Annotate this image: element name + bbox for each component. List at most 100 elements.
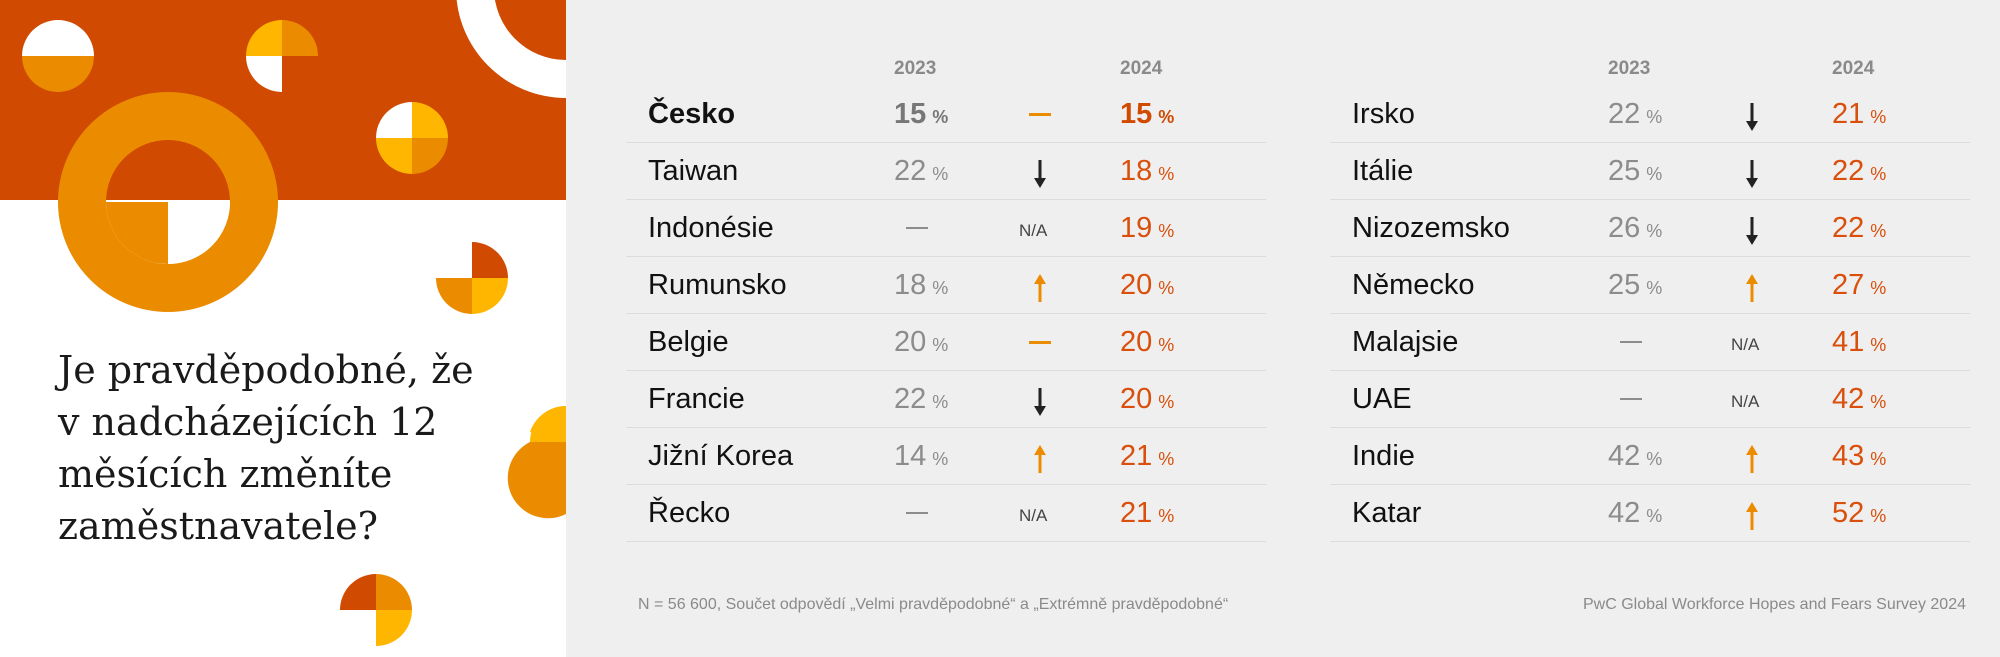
na-label: N/A (1019, 221, 1048, 240)
percent-unit: % (1870, 449, 1887, 469)
arrow-up-icon (1746, 274, 1758, 302)
country-name: Malajsie (1352, 326, 1459, 358)
row-divider (1330, 370, 1970, 371)
value-number: 20 (1120, 269, 1153, 301)
arrow-down-icon (1034, 160, 1046, 188)
percent-unit: % (1870, 335, 1887, 355)
value-2023: 22% (1608, 98, 1662, 131)
value-2023: 22% (894, 383, 948, 416)
edge-quarter-top (530, 406, 566, 442)
value-2024: 20% (1120, 269, 1174, 302)
value-number: 42 (1832, 383, 1865, 415)
percent-unit: % (1870, 164, 1887, 184)
row-divider (626, 484, 1266, 485)
value-2024: 21% (1832, 98, 1886, 131)
percent-unit: % (1870, 506, 1887, 526)
arrow-down-icon (1034, 388, 1046, 416)
percent-unit: % (932, 449, 949, 469)
value-2024: 15% (1120, 98, 1174, 131)
value-number: 27 (1832, 269, 1865, 301)
quarter-circle-1 (22, 20, 94, 92)
value-2024: 19% (1120, 212, 1174, 245)
arrow-up-icon (1034, 445, 1046, 473)
no-data-dash-2023 (1620, 341, 1642, 343)
percent-unit: % (1646, 107, 1663, 127)
value-number: 22 (1832, 212, 1865, 244)
value-2024: 43% (1832, 440, 1886, 473)
value-2023: 42% (1608, 440, 1662, 473)
row-divider (1330, 427, 1970, 428)
value-2023: 20% (894, 326, 948, 359)
table-row: UAE N/A 42% (1330, 371, 1970, 428)
value-number: 42 (1608, 440, 1641, 472)
row-divider (1330, 541, 1970, 542)
table-row: Indonésie N/A 19% (626, 200, 1266, 257)
percent-unit: % (1158, 221, 1175, 241)
percent-unit: % (932, 392, 949, 412)
value-number: 22 (1608, 98, 1641, 130)
value-2024: 22% (1832, 155, 1886, 188)
percent-unit: % (1646, 506, 1663, 526)
column-header-2024: 2024 (1120, 58, 1163, 79)
country-name: Česko (648, 98, 736, 130)
country-name: Jižní Korea (648, 440, 794, 472)
country-name: Irsko (1352, 98, 1415, 130)
column-header-2023: 2023 (894, 58, 937, 79)
table-row: Irsko 22% 21% (1330, 86, 1970, 143)
value-number: 21 (1120, 497, 1153, 529)
country-name: Řecko (648, 497, 731, 529)
percent-unit: % (1646, 278, 1663, 298)
table-row: Malajsie N/A 41% (1330, 314, 1970, 371)
value-2023: 22% (894, 155, 948, 188)
country-name: Katar (1352, 497, 1422, 529)
country-name: Nizozemsko (1352, 212, 1510, 244)
percent-unit: % (1158, 506, 1175, 526)
value-number: 43 (1832, 440, 1865, 472)
row-divider (1330, 256, 1970, 257)
row-divider (1330, 484, 1970, 485)
percent-unit: % (1870, 392, 1887, 412)
table-row: Indie 42% 43% (1330, 428, 1970, 485)
value-2023: 25% (1608, 269, 1662, 302)
table-row: Jižní Korea 14% 21% (626, 428, 1266, 485)
source-credit: PwC Global Workforce Hopes and Fears Sur… (1583, 596, 1966, 613)
value-2023: 18% (894, 269, 948, 302)
edge-quarter-bottom (507, 442, 566, 519)
country-name: Itálie (1352, 155, 1414, 187)
quarter-circle-2 (246, 20, 318, 92)
percent-unit: % (1870, 278, 1887, 298)
value-2023: 25% (1608, 155, 1662, 188)
value-2024: 41% (1832, 326, 1886, 359)
value-number: 20 (894, 326, 927, 358)
value-number: 18 (894, 269, 927, 301)
percent-unit: % (1646, 449, 1663, 469)
table-row: Francie 22% 20% (626, 371, 1266, 428)
arrow-down-icon (1746, 103, 1758, 131)
value-2024: 27% (1832, 269, 1886, 302)
table-row: Itálie 25% 22% (1330, 143, 1970, 200)
value-2024: 18% (1120, 155, 1174, 188)
left-panel: Je pravděpodobné, že v nadcházejících 12… (0, 0, 566, 657)
ring-inner (495, 0, 566, 60)
percent-unit: % (1870, 221, 1887, 241)
percent-unit: % (1158, 392, 1175, 412)
value-2024: 21% (1120, 497, 1174, 530)
percent-unit: % (932, 278, 949, 298)
table-row: Německo 25% 27% (1330, 257, 1970, 314)
percent-unit: % (932, 335, 949, 355)
value-number: 18 (1120, 155, 1153, 187)
no-data-dash-2023 (906, 227, 928, 229)
no-change-dash-icon (1029, 341, 1051, 344)
ring-quarter-b (168, 202, 230, 264)
row-divider (626, 541, 1266, 542)
value-2024: 52% (1832, 497, 1886, 530)
country-name: Taiwan (648, 155, 739, 187)
column-header-2023: 2023 (1608, 58, 1651, 79)
quarter-circle-5 (340, 574, 412, 646)
value-2024: 21% (1120, 440, 1174, 473)
value-number: 26 (1608, 212, 1641, 244)
table-row: Rumunsko 18% 20% (626, 257, 1266, 314)
value-number: 25 (1608, 155, 1641, 187)
value-2024: 42% (1832, 383, 1886, 416)
ring-quarter-a (106, 202, 168, 264)
